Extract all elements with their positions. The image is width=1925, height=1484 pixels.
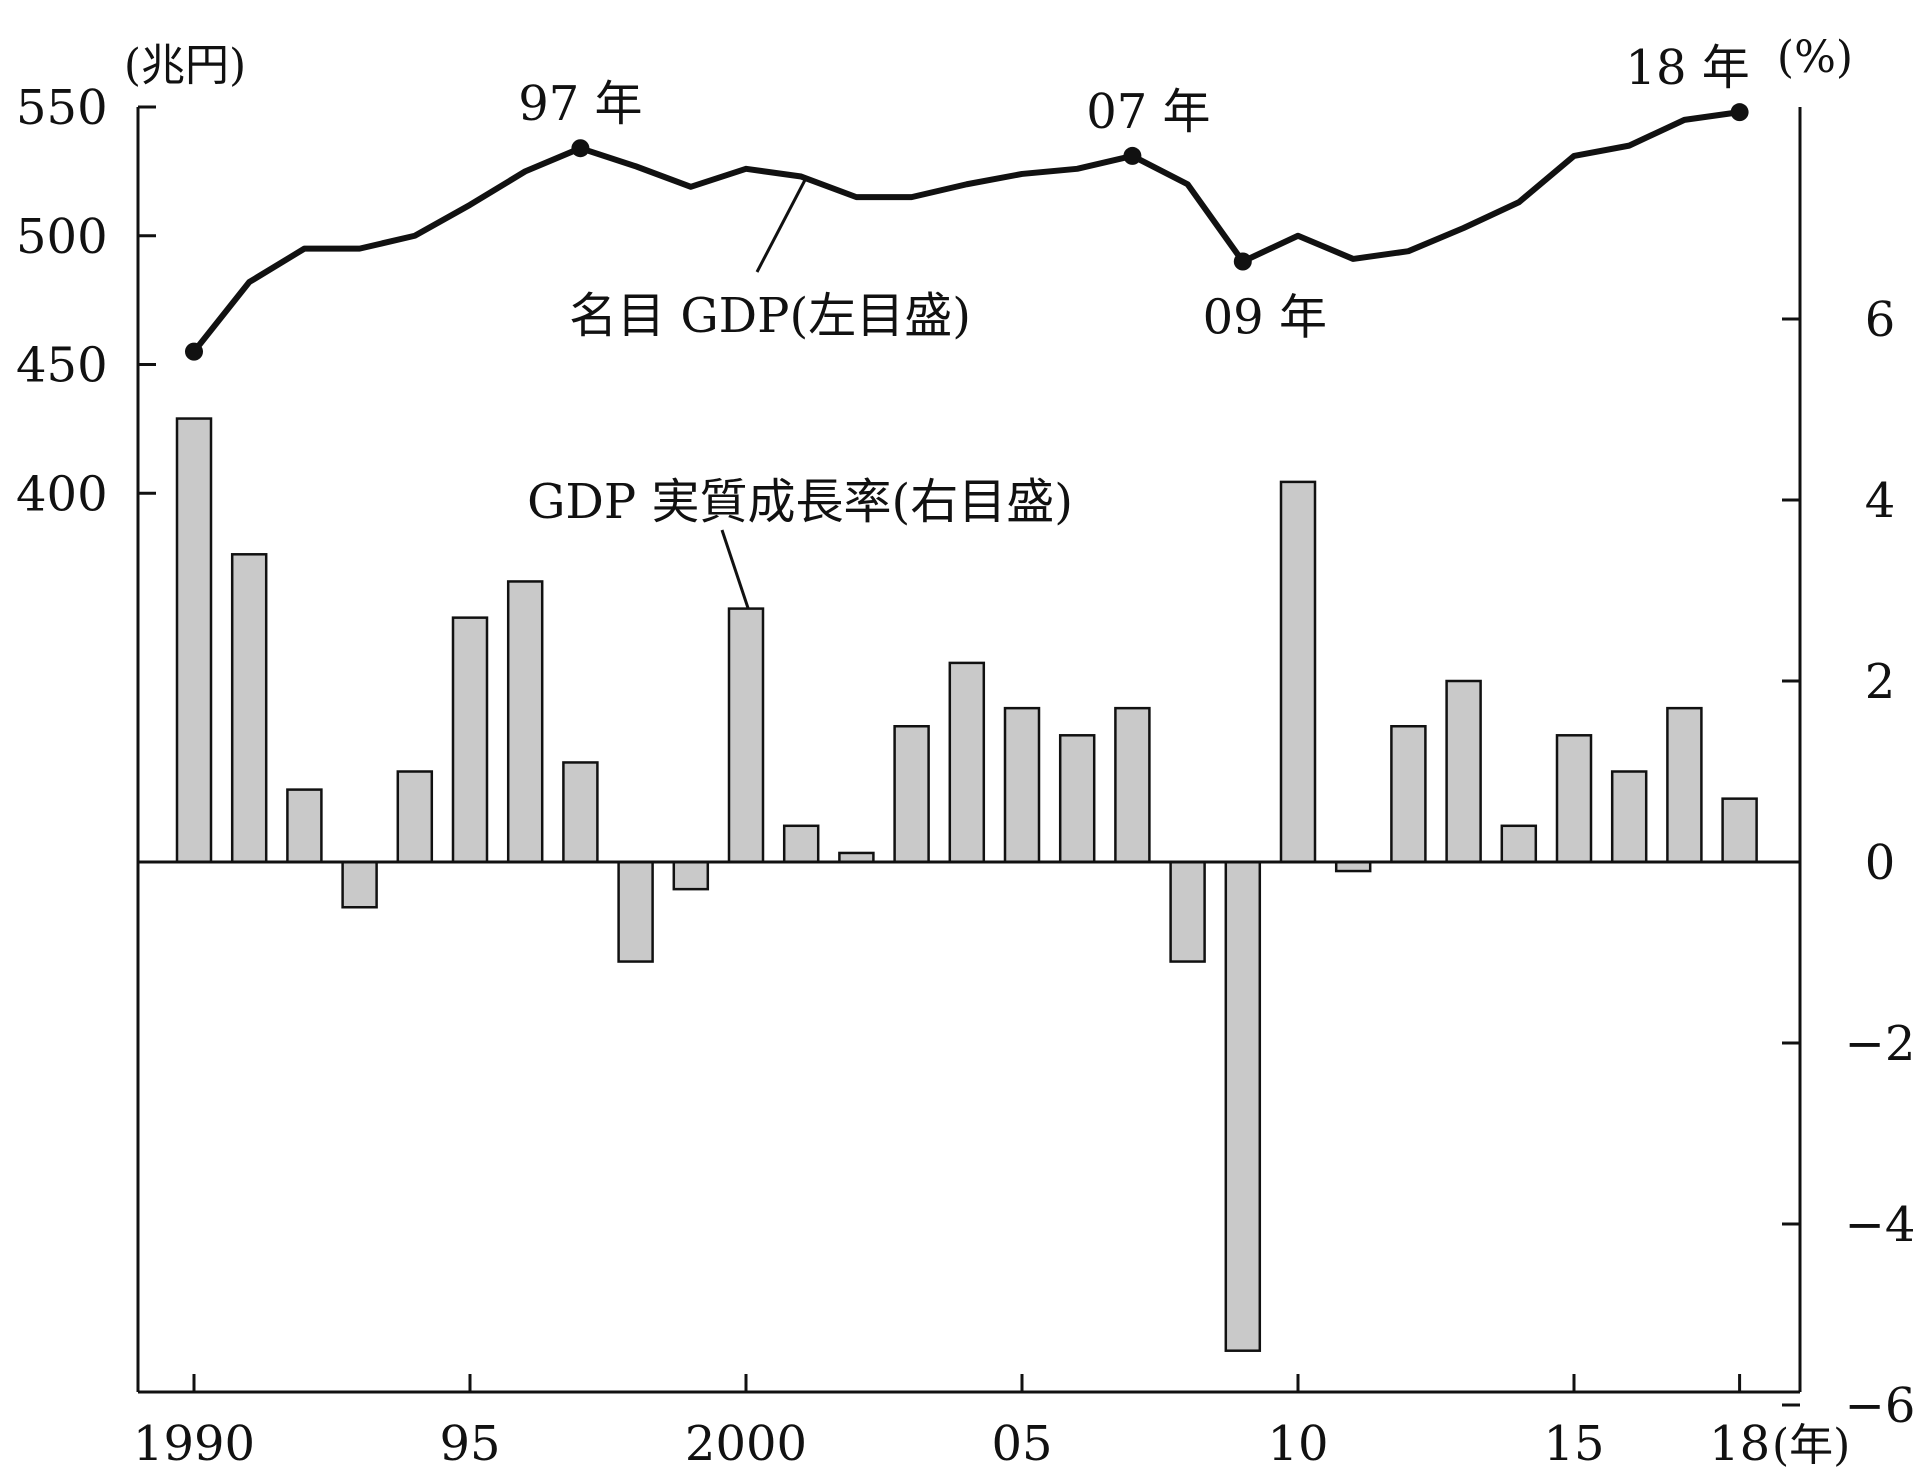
left-tick-label-500: 500 — [16, 209, 108, 265]
annotations: 名目 GDP(左目盛) GDP 実質成長率(右目盛) (兆円) (%) (年) — [124, 32, 1853, 1471]
growth-bar-2003 — [893, 725, 930, 864]
growth-bar-2004 — [948, 661, 986, 864]
x-axis-unit-label: (年) — [1772, 1420, 1850, 1471]
nominal-gdp-leader-line — [755, 179, 807, 273]
growth-bar-2000 — [727, 607, 765, 864]
nominal-gdp-marker-label-2007: 07 年 — [1086, 84, 1210, 140]
growth-bar-1995 — [451, 616, 489, 864]
x-tick-label-2005: 05 — [991, 1416, 1052, 1472]
growth-bar-2013 — [1445, 679, 1482, 864]
right-tick-label-2: 2 — [1865, 654, 1896, 710]
nominal-gdp-marker-2018 — [1730, 103, 1749, 122]
growth-rate-series-label: GDP 実質成長率(右目盛) — [527, 474, 1073, 530]
nominal-gdp-series: 97 年 07 年 09 年 18 年 — [185, 40, 1750, 361]
growth-bar-1990 — [175, 417, 213, 864]
x-tick-label-1990: 1990 — [133, 1416, 255, 1472]
x-tick-label-2015: 15 — [1543, 1416, 1604, 1472]
right-tick-label-4: 4 — [1865, 473, 1896, 529]
left-axis-ticks: 400 450 500 550 — [16, 80, 156, 522]
growth-bar-2014 — [1500, 824, 1538, 864]
nominal-gdp-marker-label-2009: 09 年 — [1203, 290, 1327, 346]
right-tick-label--2: −2 — [1845, 1016, 1916, 1072]
growth-bar-2012 — [1390, 725, 1427, 864]
growth-bar-2010 — [1279, 480, 1317, 864]
growth-bar-2017 — [1666, 706, 1703, 864]
growth-bar-1996 — [506, 580, 544, 864]
left-tick-label-450: 450 — [16, 338, 108, 394]
nominal-gdp-marker-label-2018: 18 年 — [1625, 40, 1749, 96]
growth-bar-2006 — [1058, 734, 1096, 864]
left-axis-unit-label: (兆円) — [124, 40, 246, 91]
growth-bar-2005 — [1003, 706, 1041, 864]
right-tick-label--4: −4 — [1845, 1197, 1916, 1253]
x-tick-label-2000: 2000 — [685, 1416, 807, 1472]
growth-bar-2018 — [1721, 797, 1758, 864]
growth-bar-2007 — [1114, 706, 1151, 864]
nominal-gdp-series-label: 名目 GDP(左目盛) — [569, 288, 971, 344]
growth-bar-1999 — [672, 860, 710, 891]
right-tick-label-6: 6 — [1865, 292, 1896, 348]
nominal-gdp-line — [191, 109, 1741, 354]
left-tick-label-400: 400 — [16, 466, 108, 522]
right-tick-label-0: 0 — [1865, 835, 1896, 891]
x-tick-label-1995: 95 — [439, 1416, 500, 1472]
growth-bar-2015 — [1555, 734, 1593, 864]
right-tick-label--6: −6 — [1845, 1378, 1916, 1434]
growth-bars — [175, 417, 1758, 1352]
x-tick-label-2010: 10 — [1267, 1416, 1328, 1472]
x-tick-label-2018: 18 — [1709, 1416, 1770, 1472]
nominal-gdp-marker-1990 — [185, 342, 203, 361]
growth-bar-2008 — [1169, 860, 1206, 963]
nominal-gdp-marker-2007 — [1123, 146, 1142, 165]
right-axis-ticks: 6 4 2 0 −2 −4 −6 — [1782, 292, 1915, 1434]
growth-bar-1994 — [396, 770, 434, 864]
x-axis-ticks: 1990 95 2000 05 10 15 18 — [133, 1374, 1770, 1472]
growth-bar-1993 — [341, 860, 378, 909]
growth-bar-1992 — [286, 788, 323, 864]
growth-bar-2016 — [1610, 770, 1648, 864]
growth-bar-1991 — [230, 553, 268, 864]
growth-rate-leader-line — [720, 529, 750, 609]
nominal-gdp-marker-2009 — [1233, 252, 1252, 271]
growth-bar-2001 — [782, 824, 820, 864]
axes — [136, 107, 1802, 1394]
growth-bar-1997 — [562, 761, 599, 864]
right-axis-unit-label: (%) — [1777, 32, 1853, 83]
left-tick-label-550: 550 — [16, 80, 108, 136]
growth-bar-1998 — [617, 860, 654, 963]
growth-bar-2009 — [1224, 860, 1262, 1352]
nominal-gdp-marker-1997 — [571, 139, 590, 158]
nominal-gdp-marker-label-1997: 97 年 — [518, 76, 642, 132]
